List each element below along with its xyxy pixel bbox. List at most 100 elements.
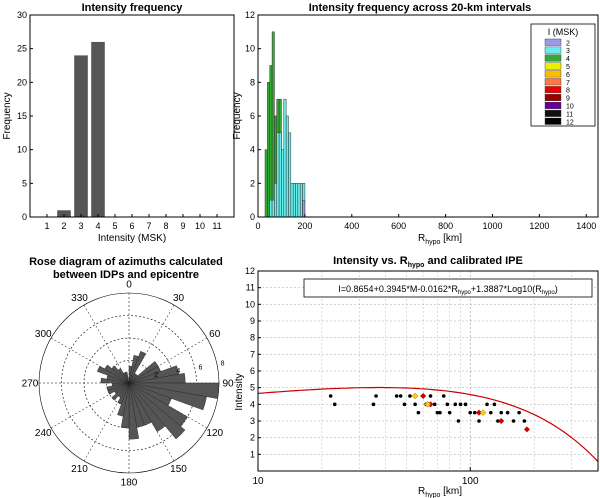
- data-point: [438, 410, 442, 415]
- y-tick-label: 1: [250, 449, 255, 459]
- x-tick-label: 100: [462, 476, 479, 487]
- y-tick-label: 8: [250, 77, 255, 87]
- bar-i4-60km: [269, 65, 273, 218]
- rose-angle-label: 150: [170, 464, 187, 475]
- data-point-yellow: [424, 401, 431, 408]
- data-point: [468, 410, 473, 415]
- rose-petal-105: [128, 382, 207, 411]
- bar-i3-70km: [271, 199, 275, 218]
- legend-swatch-9: [544, 94, 562, 102]
- legend-label-2: 2: [566, 40, 570, 47]
- x-tick-label: 2: [61, 221, 66, 231]
- x-tick-label: 6: [129, 221, 134, 231]
- data-point: [402, 402, 407, 407]
- chart4-xlabel-main: R: [418, 486, 425, 497]
- legend-swatch-12: [544, 117, 562, 125]
- legend-swatch-4: [544, 54, 562, 62]
- x-tick-label: 8: [163, 221, 168, 231]
- y-tick-label: 12: [245, 10, 255, 20]
- y-tick-label: 2: [250, 178, 255, 188]
- eq-part1: I=0.8654+0.3945*M-0.0162*R: [338, 284, 458, 294]
- y-tick-label: 12: [245, 266, 255, 276]
- chart4-points: [328, 392, 530, 433]
- data-point: [413, 402, 417, 407]
- data-point: [477, 419, 481, 423]
- chart1-bars: [57, 41, 105, 218]
- y-tick-label: 2: [250, 433, 255, 443]
- data-point: [472, 410, 477, 415]
- chart1-title: Intensity frequency: [82, 2, 184, 14]
- legend-label-7: 7: [566, 80, 570, 87]
- chart4-title-main: Intensity vs. R: [333, 255, 408, 267]
- x-tick-label: 1000: [482, 221, 502, 231]
- y-tick-label: 10: [245, 299, 255, 309]
- data-point: [441, 394, 446, 398]
- bar-i3-190km: [299, 183, 303, 218]
- chart4-title-rest: and calibrated IPE: [424, 255, 522, 267]
- equation-text: I=0.8654+0.3945*M-0.0162*Rhypo+1.3887*Lo…: [338, 284, 557, 296]
- y-tick-label: 15: [17, 111, 27, 121]
- chart4-xlabel-sub: hypo: [425, 492, 440, 498]
- bar-i4-50km: [267, 82, 270, 218]
- legend-swatch-11: [544, 109, 562, 117]
- data-point: [435, 410, 440, 415]
- y-tick-label: 4: [250, 399, 255, 409]
- rose-petal-305: [104, 364, 130, 384]
- eq-sub1: hypo: [458, 290, 472, 296]
- eq-part2: +1.3887*Log10(R: [471, 284, 542, 294]
- data-point: [398, 394, 403, 398]
- x-tick-label: 7: [146, 221, 151, 231]
- ipe-curve: [257, 386, 599, 463]
- bar-intensity-3: [74, 55, 88, 218]
- rose-angle-label: 180: [121, 478, 138, 489]
- chart4-ylabel: Intensity: [234, 373, 245, 410]
- legend-swatch-6: [544, 70, 562, 78]
- chart2-xlabel-sub: hypo: [425, 239, 440, 246]
- data-point: [496, 419, 500, 423]
- y-tick-label: 4: [250, 145, 255, 155]
- chart3-title-line2: between IDPs and epicentre: [53, 269, 199, 281]
- y-tick-label: 6: [250, 366, 255, 376]
- legend-label-5: 5: [566, 64, 570, 71]
- chart-intensity-vs-distance: Intensity vs. Rhypo and calibrated IPE 1…: [234, 255, 599, 498]
- rose-angle-label: 270: [22, 379, 39, 390]
- legend-swatch-8: [544, 86, 562, 94]
- data-point-yellow: [479, 409, 487, 416]
- chart4-xlabel-unit: [km]: [440, 486, 462, 497]
- chart4-title: Intensity vs. Rhypo and calibrated IPE: [333, 255, 523, 269]
- chart4-grid: [258, 271, 599, 471]
- rose-spoke-210: [83, 382, 130, 462]
- data-point: [453, 402, 458, 407]
- bar-i3-90km: [276, 132, 280, 218]
- legend-label-3: 3: [566, 48, 570, 55]
- data-point: [394, 394, 399, 398]
- x-tick-label: 9: [180, 221, 185, 231]
- bar-i3-80km: [274, 183, 278, 218]
- data-point: [374, 394, 378, 398]
- bar-intensity-2: [57, 210, 71, 217]
- data-point: [428, 394, 433, 398]
- rose-plot: 0 30 60 90 120 150 180 210 240 270 300 330 2 4 6 8: [22, 280, 234, 489]
- rose-radial-label: 6: [198, 364, 202, 371]
- rose-spoke-30: [128, 304, 175, 384]
- equation-box: [303, 278, 593, 298]
- data-point: [332, 402, 337, 407]
- data-point: [511, 419, 516, 423]
- rose-petal-225: [111, 382, 130, 401]
- data-point: [328, 394, 333, 398]
- bar-i3-180km: [297, 183, 301, 218]
- rose-angle-label: 120: [206, 428, 223, 439]
- y-tick-label: 6: [250, 111, 255, 121]
- data-point: [505, 410, 510, 415]
- rose-petal-175: [128, 382, 139, 440]
- data-point: [447, 410, 452, 415]
- eq-part3: ): [555, 284, 558, 294]
- x-tick-label: 0: [255, 221, 260, 231]
- data-point: [463, 402, 468, 407]
- data-point-red: [498, 418, 505, 424]
- chart-intensity-frequency-distance: Intensity frequency across 20-km interva…: [232, 2, 599, 246]
- x-tick-label: 3: [78, 221, 83, 231]
- bar-i4-70km: [271, 31, 275, 218]
- y-tick-label: 5: [250, 383, 255, 393]
